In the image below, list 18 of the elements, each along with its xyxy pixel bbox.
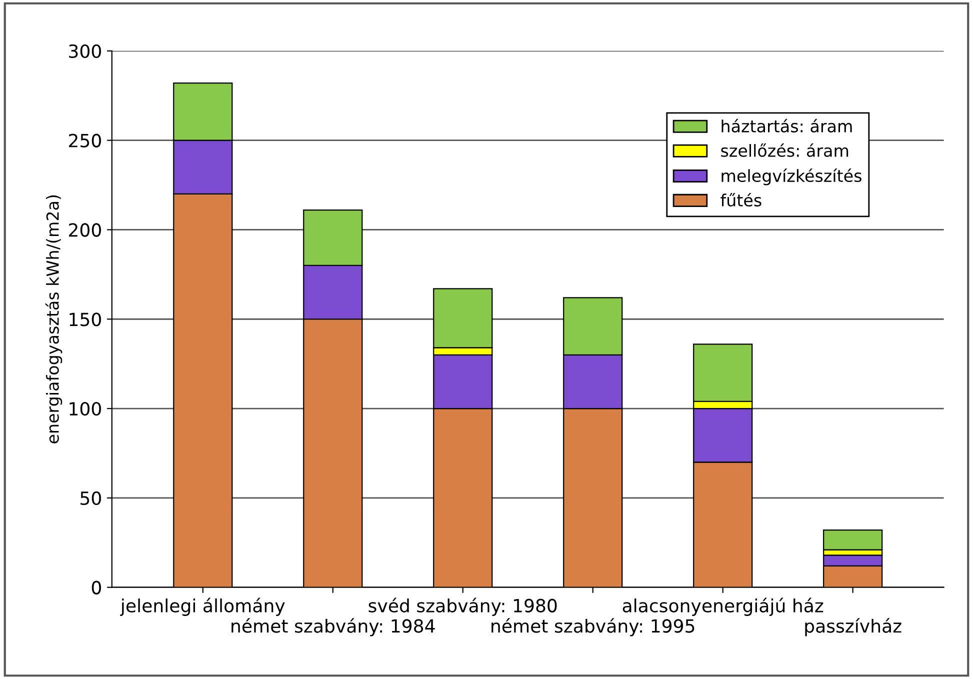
x-tick-label: svéd szabvány: 1980 bbox=[368, 598, 557, 616]
y-tick-label: 200 bbox=[69, 223, 101, 237]
x-tick-label: passzívház bbox=[805, 618, 902, 636]
legend-label: melegvízkészítés bbox=[722, 168, 862, 186]
x-tick-label: alacsonyenergiájú ház bbox=[622, 598, 824, 616]
y-tick-label: 100 bbox=[70, 402, 101, 416]
x-tick-label: német szabvány: 1984 bbox=[232, 618, 435, 636]
x-tick-label: jelenlegi állomány bbox=[120, 598, 285, 616]
y-tick-label: 0 bbox=[92, 580, 101, 594]
y-tick-label: 250 bbox=[69, 134, 101, 148]
y-tick-label: 300 bbox=[69, 44, 101, 58]
y-tick-label: 50 bbox=[80, 491, 101, 506]
legend-label: szellőzés: áram bbox=[721, 143, 848, 157]
y-axis-title: energiafogyasztás kWh/(m2a) bbox=[45, 195, 62, 444]
x-tick-label: német szabvány: 1995 bbox=[492, 618, 694, 636]
legend-label: fűtés bbox=[720, 192, 762, 207]
y-tick-label: 150 bbox=[70, 312, 101, 326]
legend-label: háztartás: áram bbox=[722, 118, 852, 132]
